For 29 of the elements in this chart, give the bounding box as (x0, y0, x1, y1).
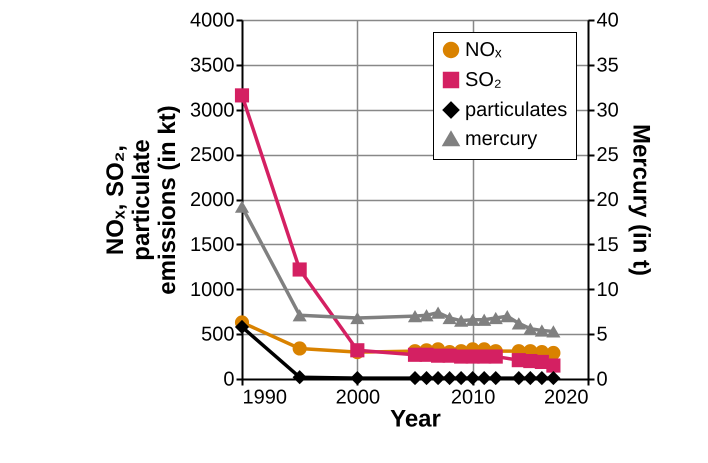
legend-label: particulates (465, 99, 568, 121)
x-axis-title: Year (390, 406, 441, 432)
y-tick-label: 1500 (190, 234, 234, 256)
y2-tick-label: 40 (596, 10, 619, 32)
y2-tick-label: 20 (596, 189, 619, 211)
x-tick-label: 2010 (450, 386, 496, 408)
y-tick-label: 2000 (190, 189, 234, 211)
x-tick-label: 2000 (336, 386, 380, 408)
y-tick-label: 4000 (190, 10, 234, 32)
y2-tick-label: 25 (596, 144, 619, 166)
y-tick-label: 2500 (190, 144, 234, 166)
y-tick-label: 3500 (190, 54, 234, 76)
legend-label: SO₂ (465, 69, 502, 91)
y-tick-label: 0 (223, 368, 234, 390)
y2-tick-label: 30 (596, 99, 619, 122)
y-axis-title: NOₓ, SO₂, particulate emissions (in kt) (102, 105, 182, 295)
y2-tick-label: 10 (596, 278, 619, 301)
y2-tick-label: 35 (596, 54, 619, 76)
x-tick-label: 2020 (544, 386, 588, 408)
y2-tick-label: 0 (596, 368, 608, 390)
legend-label: mercury (465, 128, 538, 150)
y-tick-label: 1000 (190, 278, 234, 301)
x-tick-label: 1990 (242, 386, 287, 408)
legend-label: NOₓ (465, 39, 502, 61)
y2-tick-label: 5 (596, 324, 608, 346)
y2-axis-title: Mercury (in t) (628, 124, 655, 276)
y-tick-label: 3000 (190, 99, 234, 122)
y-tick-label: 500 (201, 324, 234, 346)
y2-tick-label: 15 (596, 234, 619, 256)
